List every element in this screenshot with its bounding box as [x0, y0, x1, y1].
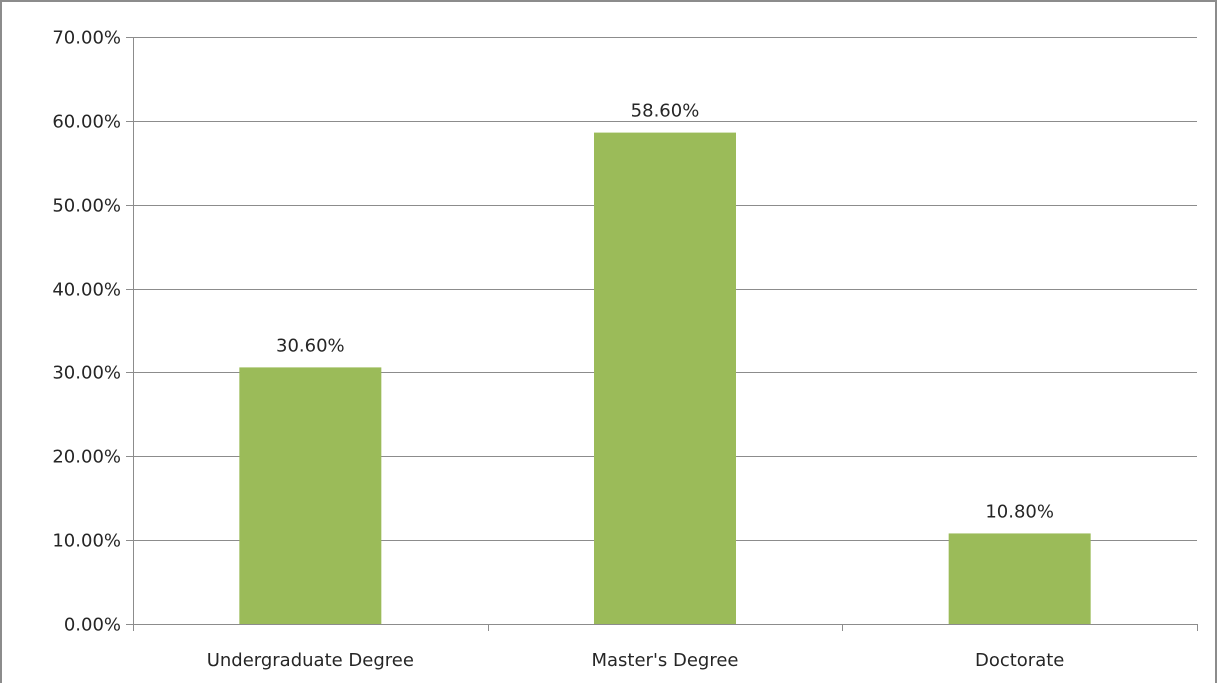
bar: [239, 367, 382, 624]
bar: [594, 132, 736, 624]
axes: [126, 37, 1198, 631]
bar: [948, 533, 1091, 624]
y-tick-label: 10.00%: [52, 531, 121, 552]
y-tick-label: 70.00%: [52, 28, 121, 49]
y-tick-label: 30.00%: [52, 363, 121, 384]
y-tick-label: 0.00%: [64, 615, 121, 636]
x-category-label: Doctorate: [975, 650, 1064, 671]
y-tick-label: 60.00%: [52, 112, 121, 133]
y-tick-label: 20.00%: [52, 447, 121, 468]
data-label: 58.60%: [631, 101, 700, 122]
y-tick-label: 40.00%: [52, 280, 121, 301]
data-label: 10.80%: [985, 501, 1054, 522]
data-label: 30.60%: [276, 335, 345, 356]
y-tick-label: 50.00%: [52, 196, 121, 217]
bars: [239, 132, 1091, 624]
labels: 0.00% 10.00% 20.00% 30.00% 40.00% 50.00% 60.00…: [52, 28, 1064, 672]
x-category-label: Undergraduate Degree: [207, 650, 414, 671]
x-category-label: Master's Degree: [591, 650, 738, 671]
